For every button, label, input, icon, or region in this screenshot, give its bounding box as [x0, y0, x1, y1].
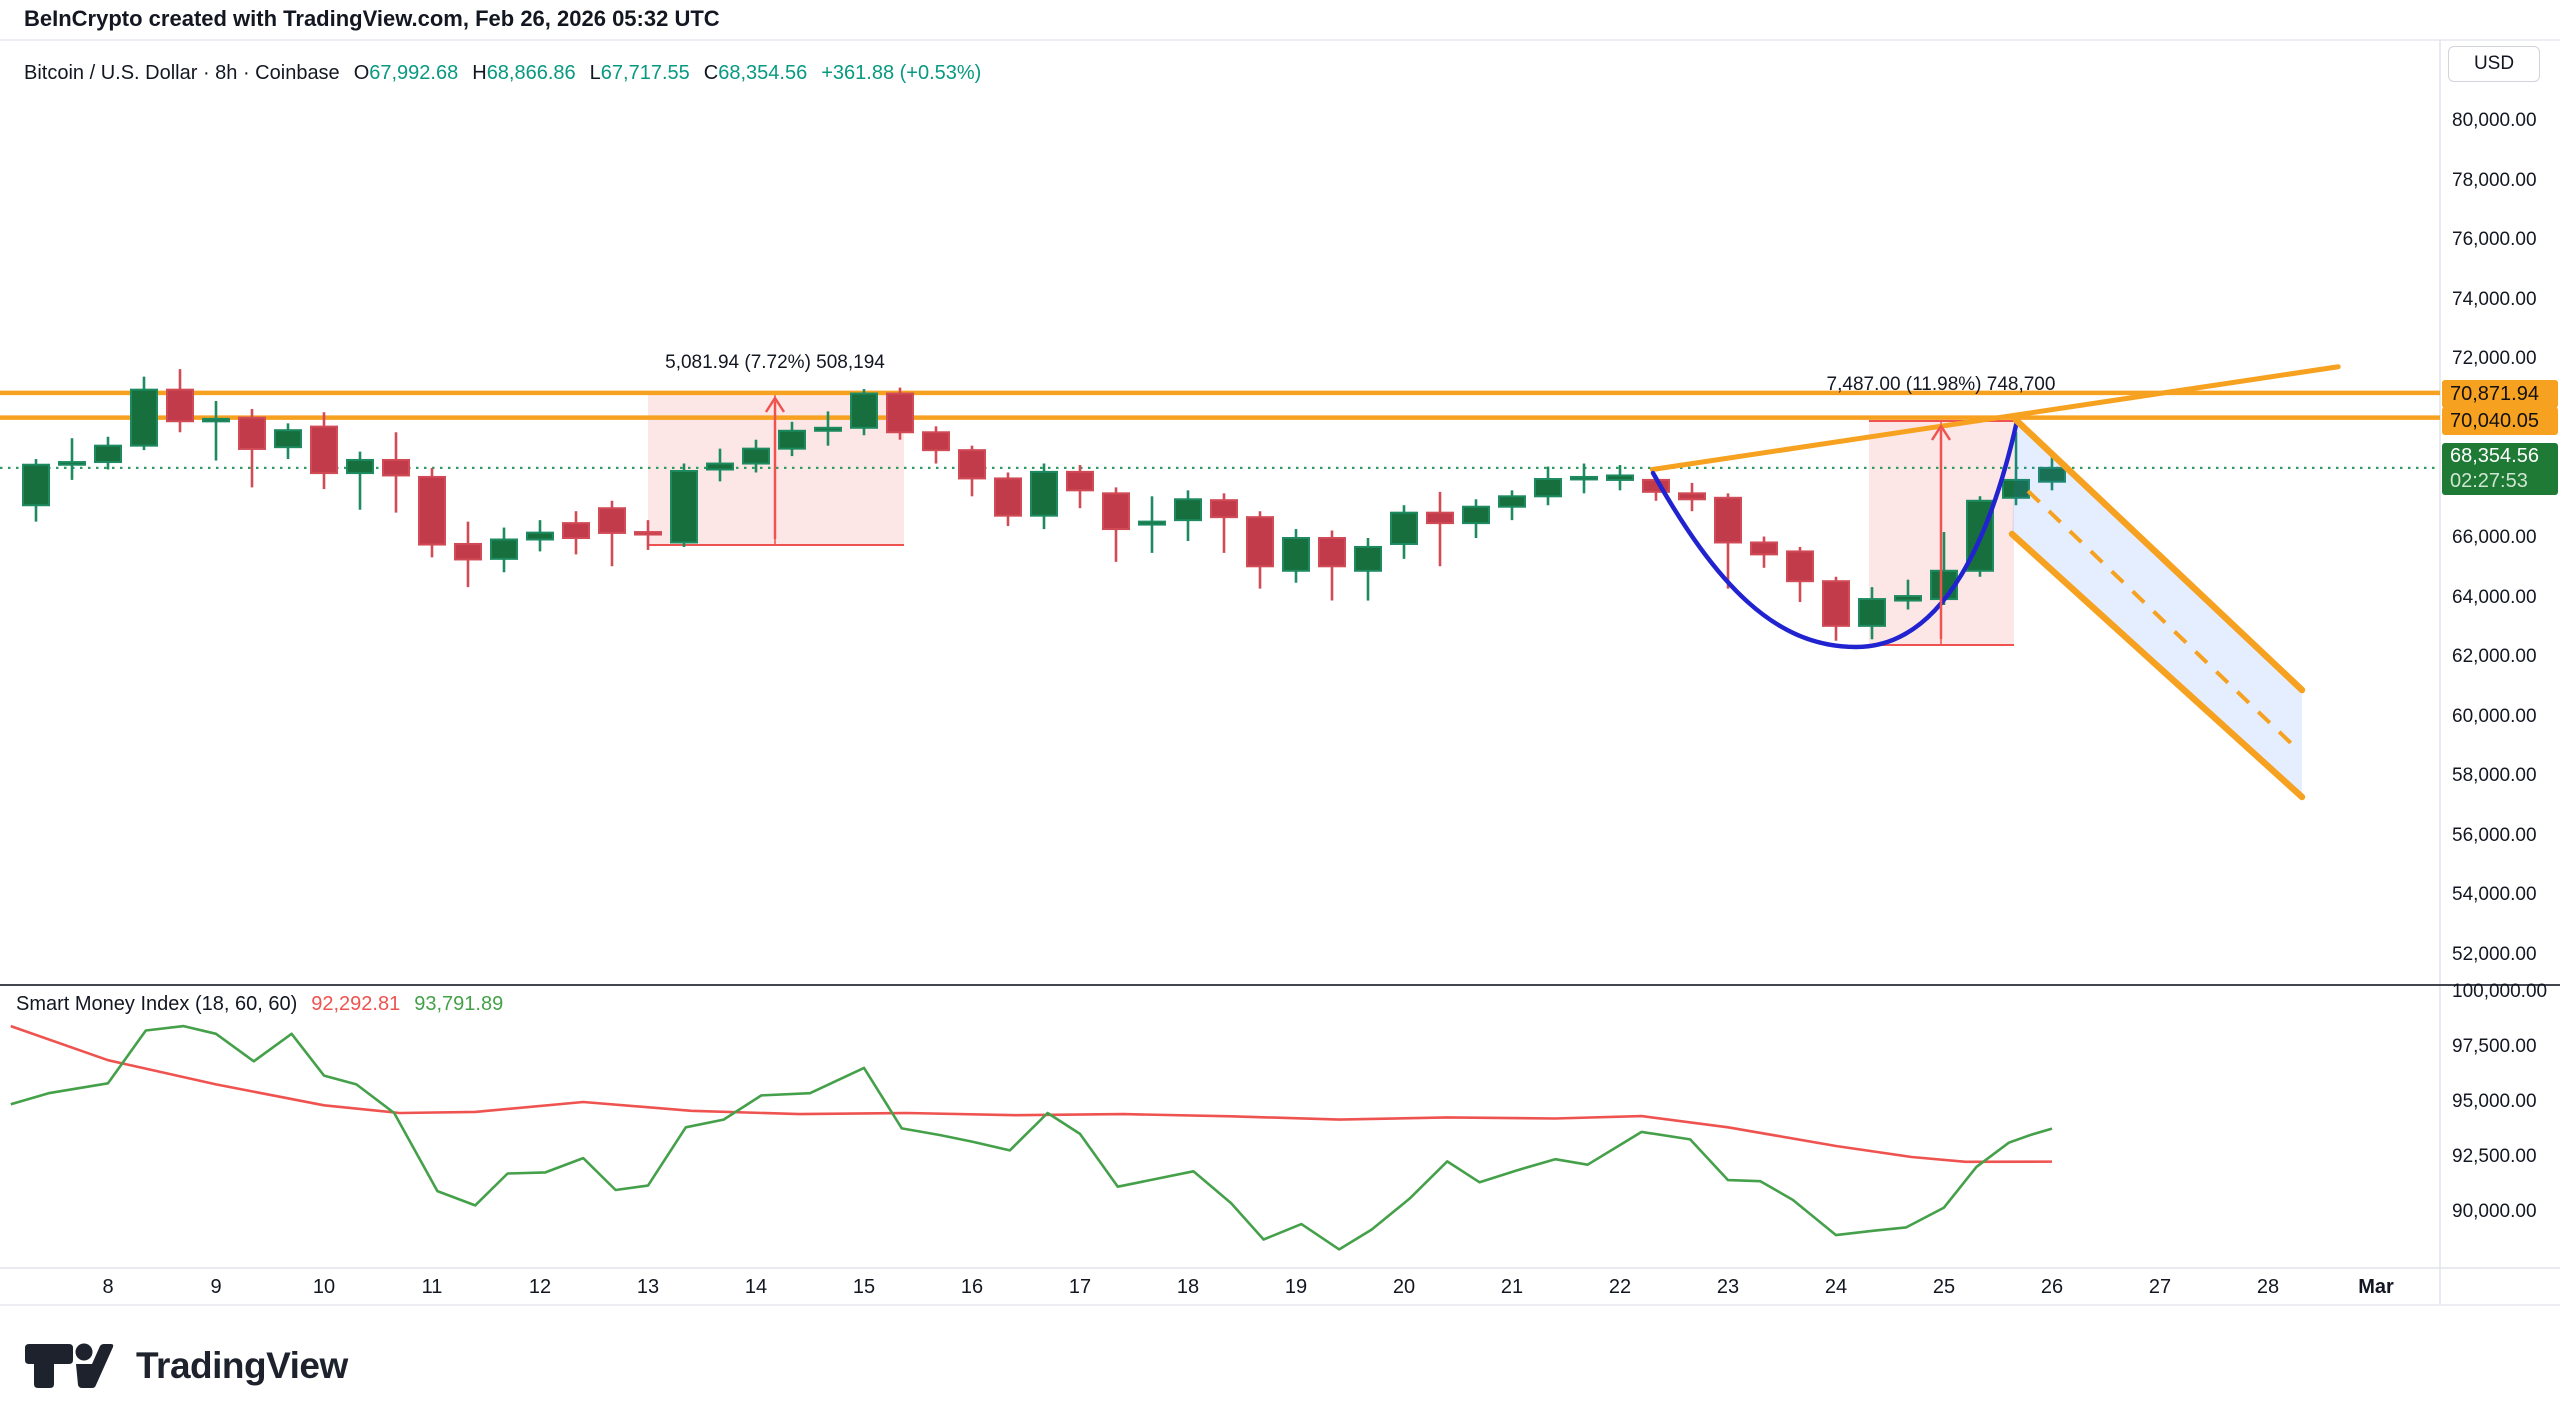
price-tick: 62,000.00	[2452, 646, 2537, 668]
watermark-attribution: BeInCrypto created with TradingView.com,…	[24, 6, 720, 31]
price-tick: 80,000.00	[2452, 110, 2537, 131]
price-tick: 58,000.00	[2452, 765, 2537, 787]
time-tick: 12	[528, 1276, 552, 1298]
resistance1-price-badge[interactable]: 70,871.94	[2442, 380, 2558, 408]
price-tick: 54,000.00	[2452, 884, 2537, 906]
indicator-tick: 90,000.00	[2452, 1201, 2537, 1222]
time-tick: 27	[2148, 1276, 2172, 1298]
time-tick: 24	[1824, 1276, 1848, 1298]
time-tick: 23	[1716, 1276, 1740, 1298]
price-tick: 60,000.00	[2452, 705, 2537, 727]
bar-countdown: 02:27:53	[2450, 470, 2528, 492]
time-tick: 16	[960, 1276, 984, 1298]
currency-toggle-button[interactable]: USD	[2448, 46, 2540, 82]
time-tick: 20	[1392, 1276, 1416, 1298]
price-tick: 76,000.00	[2452, 229, 2537, 251]
time-tick: 19	[1284, 1276, 1308, 1298]
indicator-value-red: 92,292.81	[311, 993, 401, 1015]
resistance2-price-badge[interactable]: 70,040.05	[2442, 407, 2558, 435]
time-tick: 10	[312, 1276, 336, 1298]
time-tick: 26	[2040, 1276, 2064, 1298]
ohlc-high: H68,866.86	[472, 62, 576, 84]
channel-lower-line	[2008, 530, 2306, 801]
price-tick: 74,000.00	[2452, 288, 2537, 310]
channel-upper-line	[2012, 416, 2306, 694]
measured-move-label-1[interactable]: 5,081.94 (7.72%) 508,194	[665, 352, 885, 373]
price-tick: 52,000.00	[2452, 944, 2537, 965]
time-tick: 25	[1932, 1276, 1956, 1298]
rounded-bottom-curve	[1650, 418, 2020, 650]
indicator-tick: 100,000.00	[2452, 981, 2548, 1002]
candles	[22, 369, 2066, 641]
tradingview-logo-icon	[25, 1343, 114, 1388]
time-tick: 9	[210, 1276, 222, 1298]
ohlc-close: C68,354.56	[703, 62, 808, 84]
tradingview-logo-text: TradingView	[136, 1345, 348, 1386]
time-tick: 11	[421, 1276, 443, 1298]
time-tick: 13	[636, 1276, 660, 1298]
indicator-value-green: 93,791.89	[414, 993, 504, 1015]
time-tick: 18	[1176, 1276, 1200, 1298]
symbol-legend[interactable]: Bitcoin / U.S. Dollar · 8h · Coinbase O6…	[24, 62, 981, 85]
price-tick: 64,000.00	[2452, 586, 2537, 608]
time-tick: 15	[852, 1276, 876, 1298]
projection-channel-fill	[2012, 420, 2302, 797]
price-tick: 56,000.00	[2452, 824, 2537, 846]
ohlc-low: L67,717.55	[589, 62, 690, 84]
change-value: +361.88 (+0.53%)	[821, 62, 982, 84]
time-tick: 8	[102, 1276, 114, 1298]
last-price-badge[interactable]: 68,354.56 02:27:53	[2442, 443, 2558, 495]
ohlc-open: O67,992.68	[353, 62, 459, 84]
time-tick: 14	[744, 1276, 768, 1298]
time-tick: 22	[1608, 1276, 1632, 1298]
price-tick: 72,000.00	[2452, 348, 2537, 370]
channel-mid-line	[2026, 489, 2298, 750]
indicator-title: Smart Money Index (18, 60, 60)	[16, 993, 298, 1015]
time-tick: 21	[1500, 1276, 1524, 1298]
price-tick: 66,000.00	[2452, 527, 2537, 548]
tradingview-footer[interactable]: TradingView	[20, 1340, 348, 1392]
ascending-trendline	[1649, 364, 2341, 472]
indicator-tick: 97,500.00	[2452, 1036, 2537, 1057]
symbol-title: Bitcoin / U.S. Dollar · 8h · Coinbase	[24, 62, 340, 84]
last-price-value: 68,354.56	[2450, 445, 2539, 467]
indicator-legend[interactable]: Smart Money Index (18, 60, 60) 92,292.81…	[16, 993, 503, 1016]
time-tick: 17	[1068, 1276, 1092, 1298]
indicator-tick: 95,000.00	[2452, 1091, 2537, 1112]
time-tick: 28	[2256, 1276, 2280, 1298]
indicator-tick: 92,500.00	[2452, 1146, 2537, 1167]
measured-move-label-2[interactable]: 7,487.00 (11.98%) 748,700	[1826, 374, 2056, 395]
time-tick: Mar	[2358, 1276, 2394, 1298]
price-tick: 78,000.00	[2452, 169, 2537, 191]
